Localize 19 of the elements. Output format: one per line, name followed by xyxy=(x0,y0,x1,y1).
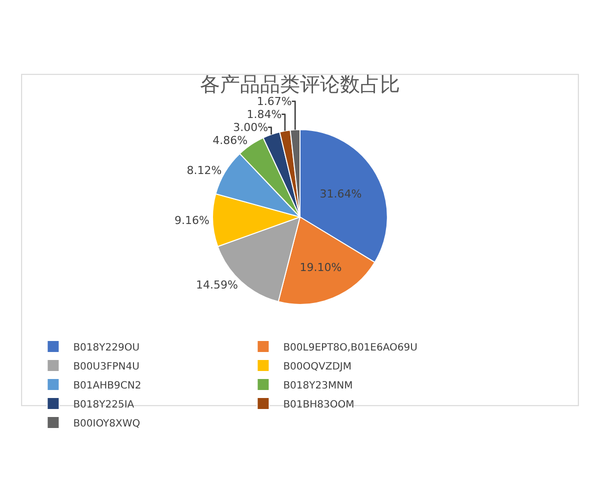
legend-label: B018Y229OU xyxy=(73,342,140,354)
data-label: 31.64% xyxy=(320,188,362,201)
data-label: 3.00% xyxy=(233,120,268,134)
legend-label: B018Y225IA xyxy=(73,399,134,410)
legend-label: B01BH83OOM xyxy=(283,399,354,410)
data-label: 19.10% xyxy=(300,261,342,274)
data-label: 4.86% xyxy=(212,134,248,147)
chart-title: 各产品品类评论数占比 xyxy=(200,72,400,96)
legend-label: B00U3FPN4U xyxy=(73,361,140,372)
data-label: 1.67% xyxy=(256,94,292,108)
legend-label: B01AHB9CN2 xyxy=(73,380,142,392)
legend-label: B00L9EPT8O,B01E6AO69U xyxy=(283,342,418,354)
legend-label: B00OQVZDJM xyxy=(283,361,352,372)
data-label: 9.16% xyxy=(174,214,210,227)
legend-label: B018Y23MNM xyxy=(283,380,353,392)
legend-label: B00IOY8XWQ xyxy=(73,418,140,430)
data-label: 8.12% xyxy=(186,164,222,177)
data-label: 14.59% xyxy=(196,278,238,292)
data-label: 1.84% xyxy=(246,108,282,121)
